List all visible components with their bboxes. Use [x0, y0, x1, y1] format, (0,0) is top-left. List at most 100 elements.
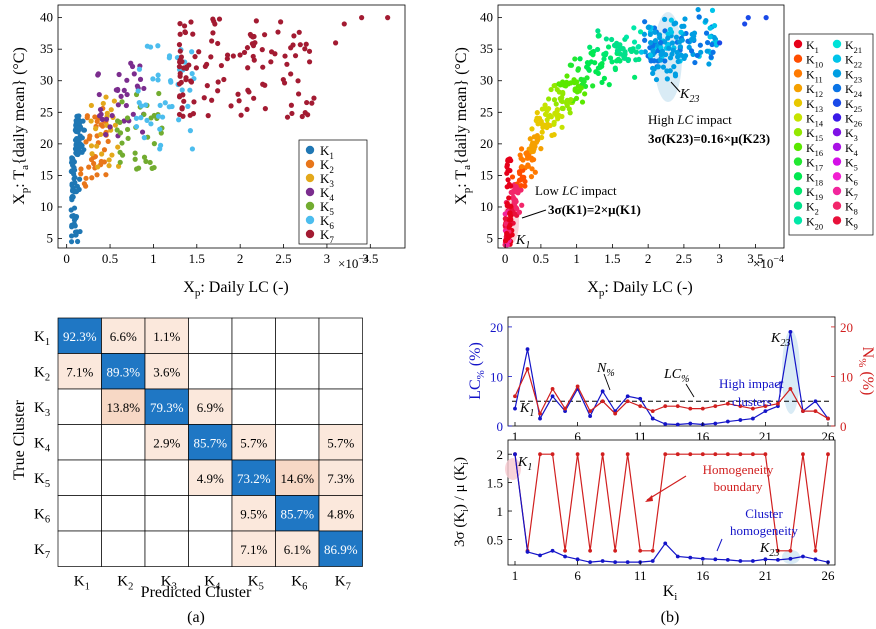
confusion-cell — [144, 459, 189, 496]
scatter-point — [268, 49, 275, 55]
scatter-point — [192, 54, 198, 60]
legend-label: K4 — [845, 141, 859, 158]
scatter-point — [125, 135, 131, 142]
scatter-b: 0 0.5 1 1.5 2 2.5 3 3.5 5 10 15 20 25 30 35 40 ×10−4 X… — [453, 4, 874, 299]
y-tick-label: 5 — [487, 231, 494, 246]
scatter-point — [250, 53, 256, 60]
scatter-point — [268, 59, 274, 65]
scatter-point — [507, 217, 513, 223]
scatter-point — [230, 53, 236, 59]
scatter-point — [250, 34, 256, 40]
confusion-cell — [231, 495, 276, 532]
scatter-point — [711, 34, 717, 41]
scatter-point — [505, 234, 511, 240]
scatter-point — [571, 77, 577, 83]
scatter-point — [218, 62, 225, 69]
scatter-a-ylabel: Xp: Ta{daily mean} (°C) — [11, 47, 31, 205]
legend-marker — [793, 216, 803, 225]
homogeneity-point — [776, 557, 780, 562]
scatter-point — [187, 128, 193, 134]
legend-label: K10 — [806, 53, 823, 70]
boundary-point — [638, 548, 643, 553]
scatter-point — [133, 115, 140, 121]
confusion-cell — [144, 388, 189, 425]
homogeneity-point — [738, 559, 743, 563]
row-label: K6 — [34, 506, 50, 525]
n-point — [563, 406, 567, 411]
x-tick-label: 0 — [63, 251, 70, 266]
scatter-point — [707, 34, 713, 40]
scatter-point — [309, 100, 315, 106]
y-tick-label: 25 — [480, 104, 493, 119]
lc-point — [675, 422, 680, 427]
confusion-value: 86.9% — [324, 542, 358, 557]
scatter-point — [97, 106, 104, 113]
scatter-point — [667, 55, 674, 61]
boundary-point — [788, 548, 793, 553]
scatter-point — [551, 83, 557, 89]
legend-label: K17 — [806, 156, 823, 173]
scatter-point — [68, 239, 75, 245]
confusion-value: 6.1% — [284, 542, 311, 557]
lc-point — [625, 394, 630, 399]
scatter-point — [692, 59, 698, 66]
scatter-point — [694, 52, 700, 59]
scatter-point — [677, 39, 683, 45]
scatter-point — [76, 176, 83, 182]
scatter-point — [623, 34, 630, 40]
scatter-point — [706, 61, 712, 67]
scatter-point — [564, 73, 570, 79]
legend-label: K23 — [845, 67, 862, 84]
scatter-point — [78, 166, 84, 172]
scatter-point — [148, 115, 154, 121]
legend-label: K19 — [806, 185, 823, 202]
scatter-point — [236, 98, 242, 104]
confusion-value: 2.9% — [153, 435, 180, 450]
lc-point — [750, 416, 755, 421]
scatter-point — [587, 44, 593, 50]
col-label: K2 — [117, 574, 133, 593]
scatter-point — [509, 174, 516, 180]
scatter-point — [111, 98, 117, 104]
scatter-point — [278, 19, 284, 25]
scatter-point — [177, 73, 183, 79]
scatter-point — [636, 56, 642, 63]
scatter-point — [553, 101, 559, 107]
scatter-point — [717, 40, 723, 46]
boundary-point — [738, 452, 743, 457]
confusion-value: 79.3% — [150, 400, 184, 415]
homogeneity-point — [563, 554, 567, 559]
homogeneity-point — [525, 550, 530, 554]
n-point — [738, 404, 743, 409]
scatter-point — [603, 36, 609, 42]
scatter-point — [212, 21, 218, 27]
scatter-point — [660, 64, 667, 70]
scatter-point — [77, 228, 83, 235]
scatter-point — [75, 150, 82, 156]
scatter-point — [204, 83, 210, 89]
scatter-point — [507, 210, 513, 217]
confusion-cell — [318, 530, 363, 567]
legend-label: K25 — [845, 97, 862, 114]
scatter-point — [588, 50, 594, 56]
scatter-point — [709, 7, 716, 13]
scatter-point — [568, 62, 575, 68]
scatter-point — [182, 29, 189, 36]
y-tick-label: 2 — [497, 447, 504, 462]
scatter-point — [99, 151, 105, 157]
lc-point — [550, 394, 555, 399]
legend-label: K3 — [845, 126, 858, 143]
scatter-point — [74, 113, 80, 119]
confusion-cell — [101, 530, 146, 567]
scatter-point — [78, 141, 84, 148]
scatter-point — [601, 75, 608, 81]
n-point — [688, 406, 693, 411]
scatter-point — [697, 42, 703, 48]
scatter-point — [534, 132, 540, 139]
legend-label: K18 — [806, 170, 823, 187]
scatter-point — [95, 72, 101, 78]
n-point — [675, 404, 680, 409]
scatter-point — [151, 141, 157, 147]
scatter-point — [599, 79, 605, 86]
